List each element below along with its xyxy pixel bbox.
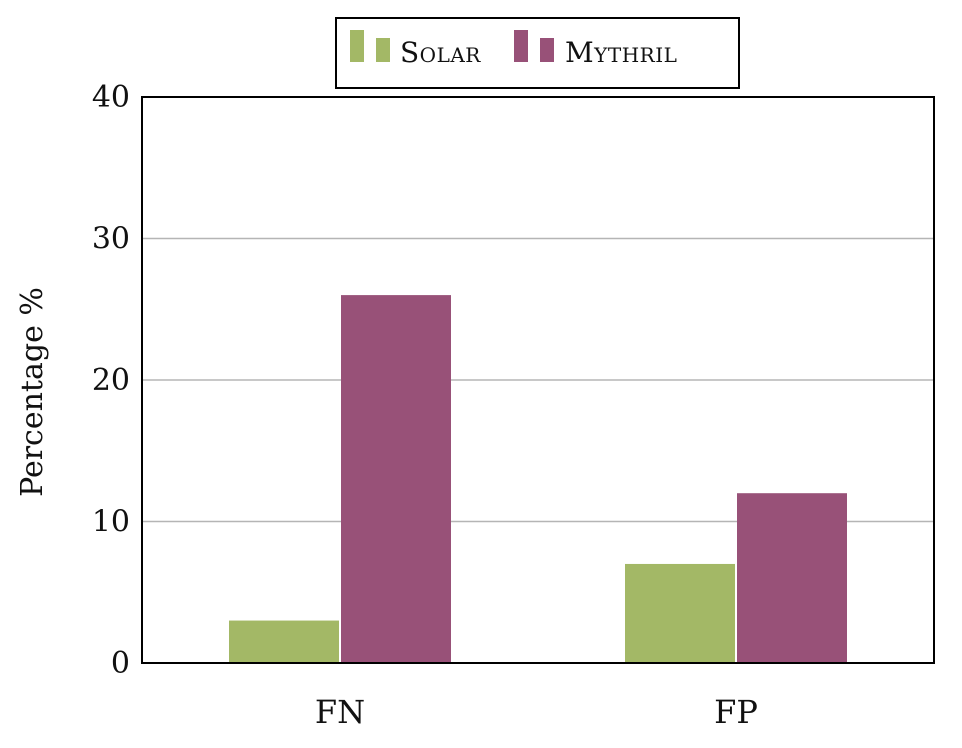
y-tick-label: 30 [92, 222, 130, 257]
x-tick-label: FP [714, 693, 758, 731]
legend-swatch-solar [350, 30, 390, 62]
legend-swatch-mythril [514, 30, 554, 62]
y-tick-label: 0 [111, 646, 130, 681]
legend-label-solar: Solar [400, 36, 481, 69]
x-tick-label: FN [315, 693, 365, 731]
legend-label-mythril: Mythril [565, 36, 677, 69]
plot-frame [141, 96, 935, 664]
y-tick-label: 20 [92, 363, 130, 398]
gridlines [142, 237, 934, 523]
legend-box [335, 17, 740, 89]
y-tick-label: 10 [92, 505, 130, 540]
bar-solar-fn [229, 620, 339, 663]
y-tick-label: 40 [92, 80, 130, 115]
x-axis-ticks: FN FP [315, 693, 758, 731]
bar-mythril-fn [341, 295, 451, 663]
y-axis-ticks: 0 10 20 30 40 [92, 80, 130, 681]
bars [229, 295, 847, 663]
legend: Solar Mythril [335, 17, 740, 89]
bar-mythril-fp [737, 493, 847, 663]
bar-solar-fp [625, 563, 735, 663]
y-axis-title: Percentage % [15, 287, 50, 497]
